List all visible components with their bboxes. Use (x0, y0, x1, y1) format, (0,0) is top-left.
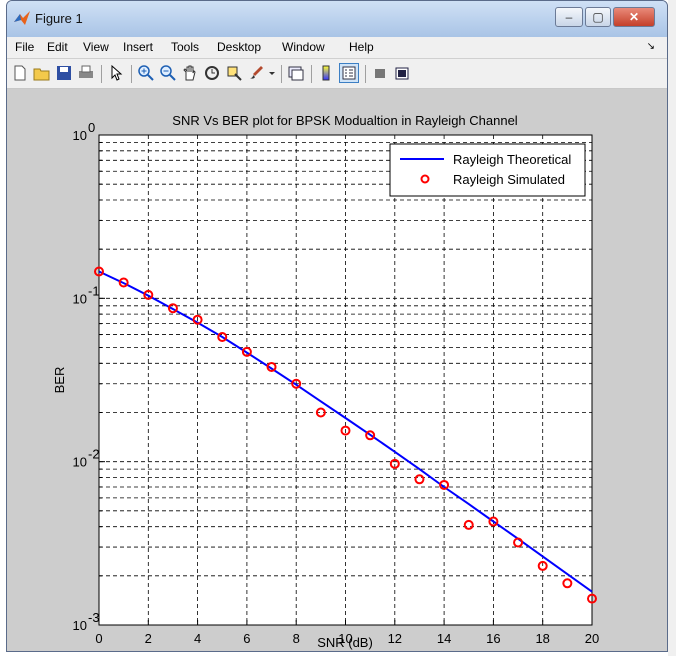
menu-help[interactable]: Help (349, 40, 374, 54)
title-bar[interactable]: Figure 1 – ▢ ✕ (7, 1, 667, 37)
menu-desktop[interactable]: Desktop (217, 40, 262, 54)
sim-data-point (562, 578, 573, 589)
pan-hand-icon[interactable] (181, 64, 199, 82)
hide-plot-tools-icon[interactable] (371, 64, 389, 82)
toolbar-separator (365, 65, 366, 83)
sim-data-point (241, 346, 252, 357)
y-tick-label-base: 10 (73, 291, 87, 306)
sim-data-point (118, 277, 129, 288)
show-plot-tools-icon[interactable] (393, 64, 411, 82)
open-file-icon[interactable] (33, 64, 51, 82)
legend-sim-swatch (420, 174, 430, 184)
rotate-3d-icon[interactable] (203, 64, 221, 82)
sim-data-point (414, 474, 425, 485)
sim-data-point (143, 289, 154, 300)
save-icon[interactable] (55, 64, 73, 82)
y-tick-label-base: 10 (73, 618, 87, 633)
y-tick-label-exponent: -2 (88, 447, 100, 462)
x-tick-label: 10 (338, 631, 352, 646)
theory-series-line (98, 270, 593, 593)
sim-data-point (167, 303, 178, 314)
sim-data-point (389, 458, 400, 469)
sim-data-point (340, 425, 351, 436)
chevron-down-icon[interactable] (267, 64, 277, 82)
legend-icon[interactable] (339, 63, 359, 83)
sim-data-point (315, 407, 326, 418)
figure-canvas: 0 2 4 6 8 10 12 14 16 18 20 10 0 10 -1 10 -2 10 -3 SNR Vs … (7, 89, 667, 651)
sim-data-point (217, 331, 228, 342)
sim-data-point (192, 314, 203, 325)
link-plot-icon[interactable] (287, 64, 305, 82)
arrow-pointer-icon[interactable] (107, 64, 125, 82)
toolbar-separator (101, 65, 102, 83)
x-tick-label: 12 (388, 631, 402, 646)
x-tick-label: 20 (585, 631, 599, 646)
x-tick-label: 14 (437, 631, 451, 646)
minimize-button[interactable]: – (555, 7, 583, 27)
sim-data-point (513, 537, 524, 548)
sim-data-point (488, 516, 499, 527)
y-tick-label-exponent: -1 (88, 283, 100, 298)
y-tick-label-exponent: -3 (88, 610, 100, 625)
toolbar-separator (131, 65, 132, 83)
y-tick-label-exponent: 0 (88, 120, 95, 135)
x-axis-label: SNR (dB) (317, 635, 373, 650)
x-tick-label: 0 (95, 631, 102, 646)
menu-bar: File Edit View Insert Tools Desktop Wind… (7, 37, 667, 59)
window-title: Figure 1 (35, 11, 83, 26)
colorbar-icon[interactable] (317, 64, 335, 82)
dock-arrow-icon[interactable]: ↘ (646, 41, 655, 52)
sim-data-point (94, 266, 104, 277)
menu-insert[interactable]: Insert (123, 40, 154, 54)
maximize-button[interactable]: ▢ (585, 7, 611, 27)
new-figure-icon[interactable] (11, 64, 29, 82)
print-icon[interactable] (77, 64, 95, 82)
figure-window: Figure 1 – ▢ ✕ File Edit View Insert Too… (6, 0, 668, 652)
y-tick-label-base: 10 (73, 455, 87, 470)
close-button[interactable]: ✕ (613, 7, 655, 27)
x-tick-label: 16 (486, 631, 500, 646)
sim-data-point (463, 519, 474, 530)
x-tick-label: 4 (194, 631, 201, 646)
sim-data-point (291, 378, 302, 389)
data-cursor-icon[interactable] (225, 64, 243, 82)
x-tick-label: 6 (243, 631, 250, 646)
figure-toolbar (7, 59, 667, 89)
legend-theory-label: Rayleigh Theoretical (453, 152, 571, 167)
legend-box[interactable]: Rayleigh Theoretical Rayleigh Simulated (389, 143, 586, 197)
brush-icon[interactable] (247, 64, 265, 82)
sim-data-point (537, 560, 548, 571)
menu-edit[interactable]: Edit (47, 40, 68, 54)
y-axis-label: BER (52, 367, 67, 394)
x-tick-label: 2 (145, 631, 152, 646)
zoom-in-icon[interactable] (137, 64, 155, 82)
matlab-logo-icon (14, 11, 30, 25)
zoom-out-icon[interactable] (159, 64, 177, 82)
legend-sim-label: Rayleigh Simulated (453, 172, 565, 187)
x-tick-label: 18 (535, 631, 549, 646)
toolbar-separator (281, 65, 282, 83)
chart-title: SNR Vs BER plot for BPSK Modualtion in R… (172, 113, 518, 128)
sim-data-point (587, 593, 597, 604)
menu-tools[interactable]: Tools (171, 40, 200, 54)
toolbar-separator (311, 65, 312, 83)
y-tick-label-base: 10 (73, 128, 87, 143)
sim-data-point (365, 430, 376, 441)
x-tick-label: 8 (293, 631, 300, 646)
desktop-background-strip (668, 0, 676, 656)
menu-window[interactable]: Window (282, 40, 325, 54)
sim-data-point (266, 361, 277, 372)
sim-data-point (439, 479, 450, 490)
menu-file[interactable]: File (15, 40, 35, 54)
menu-view[interactable]: View (83, 40, 109, 54)
